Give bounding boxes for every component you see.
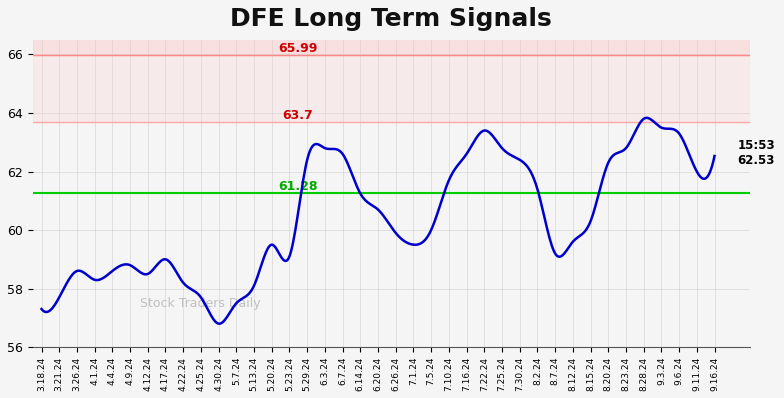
Text: 61.28: 61.28: [278, 179, 318, 193]
Bar: [33, 11, 750, 55]
Text: 65.99: 65.99: [278, 42, 318, 55]
Text: 15:53
62.53: 15:53 62.53: [738, 139, 775, 167]
Bar: [33, 55, 750, 122]
Title: DFE Long Term Signals: DFE Long Term Signals: [230, 7, 552, 31]
Text: Stock Traders Daily: Stock Traders Daily: [140, 297, 261, 310]
Text: 63.7: 63.7: [283, 109, 314, 122]
